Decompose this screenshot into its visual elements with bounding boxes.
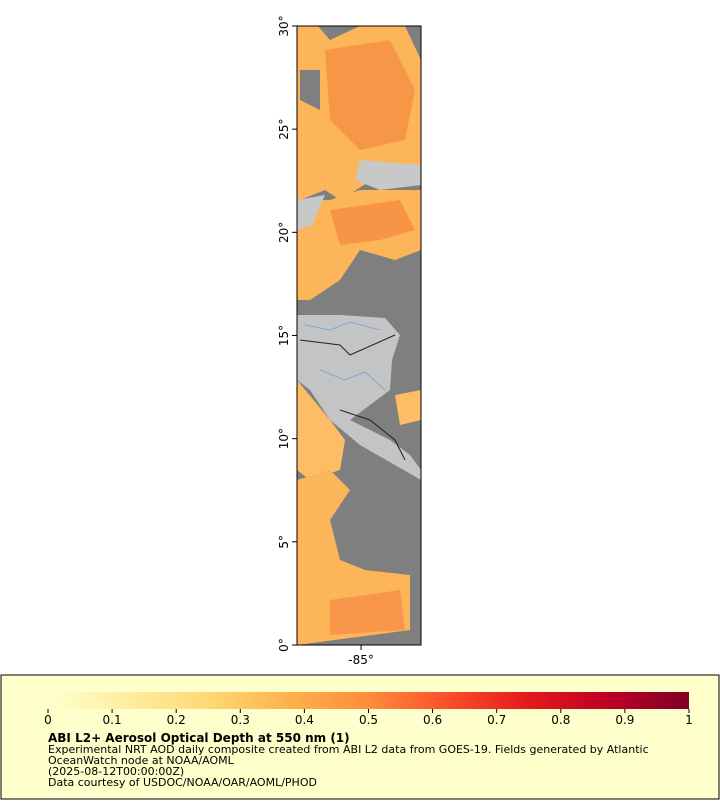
axes: 0° 5° 10° 15° 20° 25° 30° -85° [277, 15, 374, 667]
colorbar-tick-label: 0.9 [615, 713, 634, 727]
colorbar-tick-label: 0.4 [295, 713, 314, 727]
colorbar [48, 692, 689, 709]
colorbar-tick-label: 0 [44, 713, 52, 727]
colorbar-tick-label: 0.6 [423, 713, 442, 727]
legend-line: OceanWatch node at NOAA/AOML [48, 754, 235, 767]
map-image [297, 26, 421, 645]
y-tick-label: 10° [277, 428, 291, 449]
legend-line: Data courtesy of USDOC/NOAA/OAR/AOML/PHO… [48, 776, 317, 789]
colorbar-tick-label: 0.1 [103, 713, 122, 727]
legend-line: Experimental NRT AOD daily composite cre… [48, 743, 649, 756]
colorbar-axis: 0 0.1 0.2 0.3 0.4 0.5 0.6 0.7 0.8 0.9 1 [44, 709, 693, 727]
y-tick-label: 30° [277, 15, 291, 36]
colorbar-tick-label: 0.8 [551, 713, 570, 727]
x-tick-label: -85° [348, 653, 374, 667]
colorbar-tick-label: 0.5 [359, 713, 378, 727]
legend-title: ABI L2+ Aerosol Optical Depth at 550 nm … [48, 731, 350, 745]
colorbar-tick-label: 0.2 [167, 713, 186, 727]
colorbar-tick-label: 1 [685, 713, 693, 727]
y-tick-label: 0° [277, 638, 291, 652]
colorbar-tick-label: 0.3 [231, 713, 250, 727]
y-tick-label: 5° [277, 535, 291, 549]
legend-line: (2025-08-12T00:00:00Z) [48, 765, 184, 778]
colorbar-tick-label: 0.7 [487, 713, 506, 727]
y-tick-label: 25° [277, 119, 291, 140]
y-tick-label: 20° [277, 222, 291, 243]
y-tick-label: 15° [277, 325, 291, 346]
